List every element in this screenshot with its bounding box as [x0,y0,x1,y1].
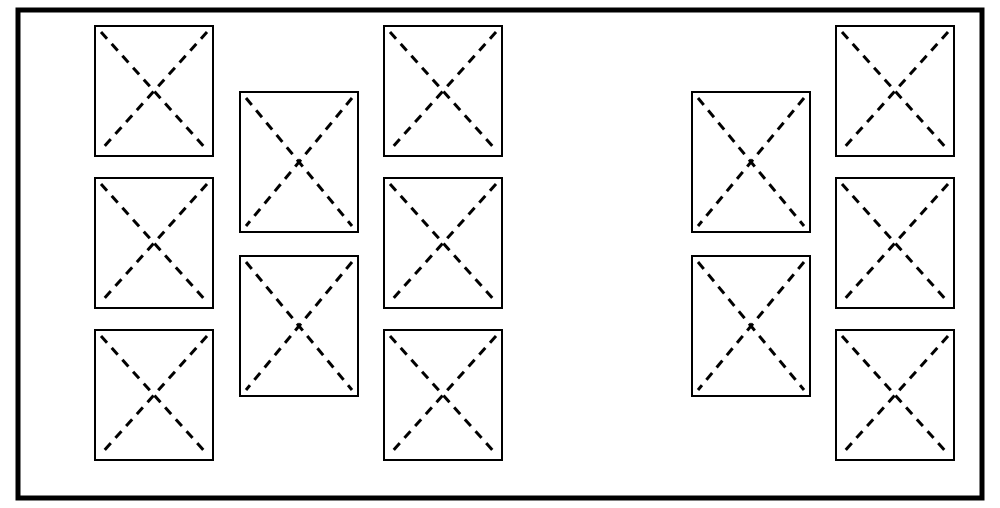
diagram-canvas [0,0,1000,508]
diagram-background [0,0,1000,508]
